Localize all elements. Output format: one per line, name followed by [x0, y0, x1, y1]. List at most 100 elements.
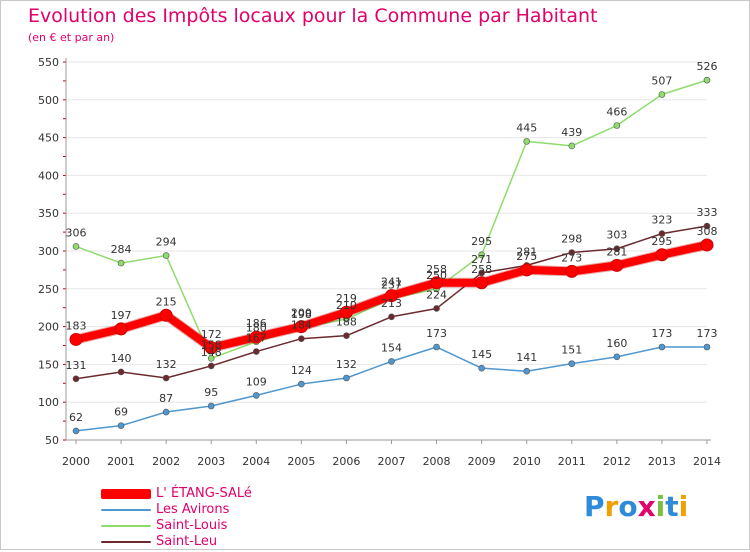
data-point [565, 264, 579, 278]
x-tick-label: 2010 [513, 455, 541, 468]
data-label: 250 [426, 269, 447, 282]
data-point [252, 348, 260, 355]
data-label: 184 [291, 319, 312, 332]
data-label: 131 [66, 359, 87, 372]
data-label: 160 [606, 337, 627, 350]
data-label: 95 [204, 386, 218, 399]
data-label: 197 [111, 309, 132, 322]
data-point [69, 332, 83, 346]
legend-label: Saint-Louis [156, 518, 228, 533]
y-tick-label: 450 [38, 132, 59, 145]
data-point [385, 289, 398, 303]
x-tick-label: 2014 [693, 455, 721, 468]
data-label: 148 [201, 346, 222, 359]
logo-letter: i [655, 490, 666, 523]
data-point [207, 355, 215, 362]
data-point [72, 375, 80, 383]
data-label: 258 [471, 263, 492, 276]
legend-label: Les Avirons [156, 502, 230, 517]
data-label: 198 [291, 308, 312, 321]
data-label: 188 [336, 316, 357, 329]
data-label: 140 [111, 352, 132, 365]
data-label: 308 [697, 225, 718, 238]
data-label: 173 [426, 327, 447, 340]
data-point [613, 353, 621, 361]
data-label: 507 [651, 75, 672, 88]
data-point [430, 276, 444, 290]
data-label: 213 [381, 297, 402, 310]
data-point [162, 252, 170, 259]
data-label: 200 [291, 307, 312, 320]
data-point [475, 276, 489, 290]
data-point [298, 380, 305, 388]
data-point [613, 245, 621, 253]
data-point [433, 343, 440, 351]
y-tick-label: 550 [38, 56, 59, 69]
data-label: 180 [246, 322, 267, 335]
data-point [117, 259, 125, 267]
legend-swatch [101, 525, 151, 527]
data-label: 258 [426, 263, 447, 276]
x-tick-label: 2006 [332, 455, 360, 468]
data-label: 154 [381, 341, 402, 354]
data-point [703, 343, 711, 351]
y-tick-label: 500 [38, 94, 59, 107]
data-label: 219 [336, 292, 357, 305]
logo-letter: i [678, 490, 689, 523]
data-point [72, 427, 80, 435]
data-label: 298 [561, 233, 582, 246]
data-point [249, 330, 263, 344]
legend-swatch [101, 509, 151, 511]
x-tick-label: 2013 [648, 455, 676, 468]
data-label: 294 [156, 236, 177, 249]
data-label: 281 [516, 245, 537, 258]
data-point [523, 367, 531, 375]
data-point [478, 364, 485, 372]
chart-title: Evolution des Impôts locaux pour la Comm… [28, 5, 598, 27]
data-label: 281 [606, 245, 627, 258]
data-label: 145 [471, 348, 492, 361]
data-label: 173 [651, 327, 672, 340]
data-point [343, 332, 350, 339]
data-label: 210 [336, 299, 357, 312]
data-point [162, 408, 170, 416]
data-point [207, 362, 215, 370]
data-point [658, 343, 666, 351]
data-label: 241 [381, 276, 402, 289]
data-label: 167 [246, 332, 267, 345]
data-label: 186 [246, 317, 267, 330]
data-point [703, 76, 711, 84]
data-point [520, 263, 534, 277]
data-point [523, 138, 531, 145]
data-label: 273 [561, 251, 582, 264]
data-label: 151 [561, 344, 582, 357]
logo-letter: P [584, 490, 605, 523]
data-label: 109 [246, 375, 267, 388]
data-point [114, 322, 128, 336]
data-point [207, 402, 215, 410]
data-point [700, 238, 714, 252]
data-point [568, 249, 576, 256]
x-tick-label: 2009 [468, 455, 496, 468]
y-tick-label: 250 [38, 283, 59, 296]
data-point [388, 313, 395, 321]
data-point [162, 374, 170, 382]
data-point [658, 91, 666, 98]
data-point [204, 341, 218, 355]
logo-letter: r [604, 490, 619, 523]
data-point [610, 258, 624, 272]
data-point [294, 320, 308, 334]
logo-letter: t [665, 490, 679, 523]
data-point [613, 122, 621, 129]
data-point [252, 392, 260, 399]
x-tick-label: 2002 [152, 455, 180, 468]
x-tick-label: 2011 [558, 455, 586, 468]
data-label: 275 [516, 250, 537, 263]
data-point [433, 305, 440, 312]
data-point [568, 360, 576, 367]
y-tick-label: 50 [45, 434, 59, 447]
data-label: 323 [651, 214, 672, 227]
y-tick-label: 400 [38, 169, 59, 182]
data-point [298, 335, 305, 342]
